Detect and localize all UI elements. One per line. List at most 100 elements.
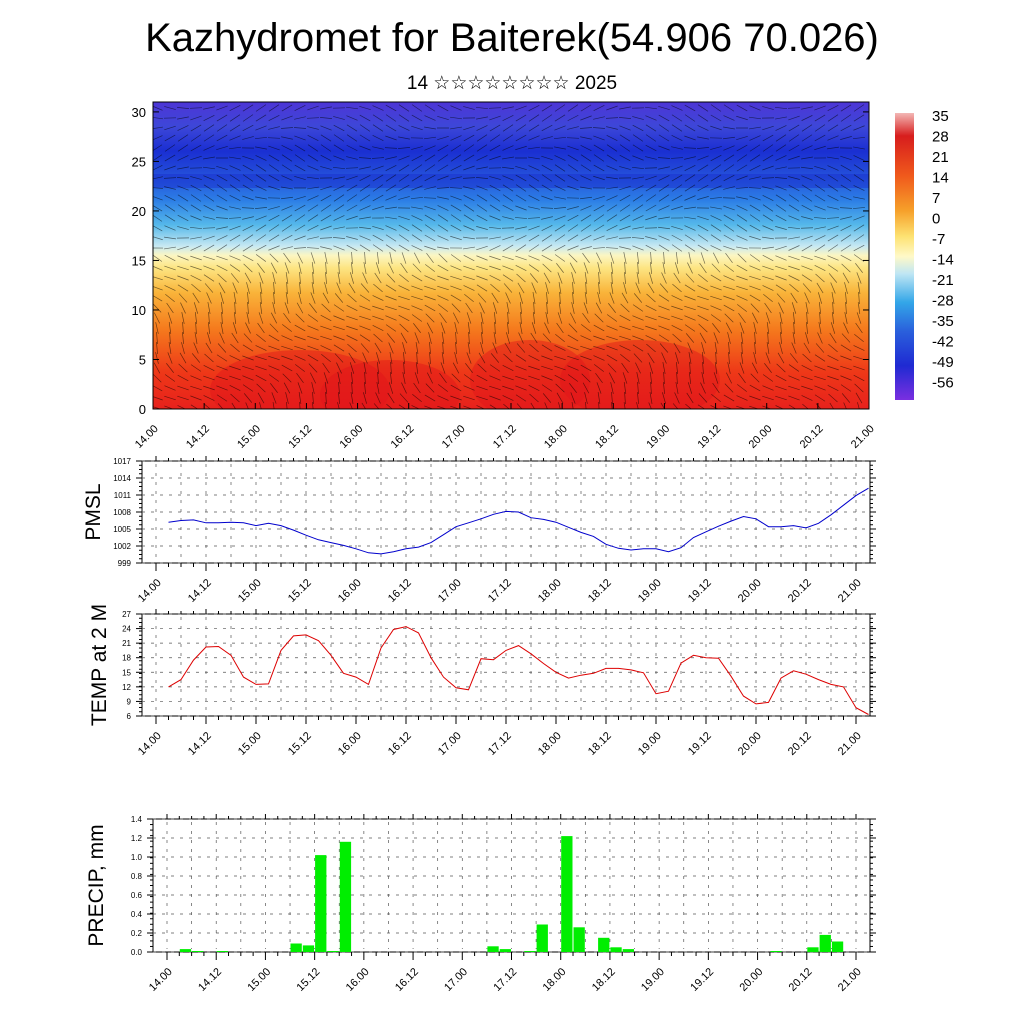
wind-barb	[307, 345, 319, 351]
wind-barb	[333, 325, 345, 331]
wind-barb	[153, 373, 162, 383]
wind-barb	[607, 363, 617, 373]
wind-barb	[428, 332, 432, 344]
wind-barb	[697, 164, 709, 172]
wind-barb	[791, 342, 797, 354]
wind-barb	[242, 124, 254, 132]
wind-barb	[528, 244, 540, 252]
wind-barb	[189, 107, 203, 109]
wind-barb	[582, 312, 590, 324]
wind-barb	[272, 302, 276, 314]
wind-barb	[177, 284, 189, 292]
wind-barb	[437, 154, 449, 162]
wind-barb	[632, 204, 644, 212]
wind-barb	[411, 285, 423, 291]
precip-bar	[290, 943, 302, 952]
wind-barb	[853, 215, 865, 221]
wind-barb	[557, 312, 563, 324]
wind-barb	[554, 254, 566, 262]
wind-barb	[281, 175, 293, 181]
wind-barb	[362, 272, 368, 284]
wind-barb	[167, 312, 173, 324]
wind-barb	[749, 116, 761, 120]
wind-barb	[181, 342, 185, 354]
wind-barb	[567, 206, 579, 210]
wind-barb	[306, 247, 320, 249]
wind-barb	[569, 383, 577, 393]
wind-barb	[153, 362, 161, 374]
wind-barb	[466, 312, 472, 324]
wind-barb	[736, 235, 748, 241]
wind-barb	[203, 194, 215, 202]
warm-core	[470, 340, 590, 409]
wind-barb	[788, 134, 800, 142]
wind-barb	[229, 135, 241, 141]
wind-barb	[815, 343, 825, 353]
wind-barb	[715, 351, 717, 365]
wind-barb	[286, 401, 288, 409]
wind-barb	[558, 282, 562, 294]
wind-barb	[259, 402, 262, 409]
wind-barb	[546, 301, 548, 315]
wind-barb	[376, 361, 380, 375]
wind-barb	[623, 282, 627, 294]
wind-barb	[257, 263, 265, 273]
wind-barb	[502, 156, 514, 160]
wind-barb	[567, 104, 579, 112]
wind-barb	[593, 224, 605, 232]
wind-barb	[325, 261, 327, 275]
wind-barb	[684, 104, 696, 112]
wind-barb	[658, 175, 670, 181]
wind-barb	[450, 285, 462, 291]
wind-barb	[177, 405, 186, 409]
wind-barb	[725, 372, 733, 384]
wind-barb	[749, 154, 761, 162]
wind-barb	[661, 352, 667, 364]
wind-barb	[697, 295, 709, 301]
wind-barb	[736, 295, 748, 301]
wind-barb	[294, 214, 306, 222]
wind-barb	[592, 127, 606, 129]
wind-barb	[168, 322, 172, 334]
wind-barb	[581, 373, 591, 383]
wind-barb	[814, 235, 826, 241]
wind-barb	[676, 371, 678, 385]
wind-barb	[688, 372, 692, 384]
wind-barb	[814, 264, 826, 272]
wind-barb	[506, 302, 510, 314]
wind-barb	[637, 391, 639, 405]
wind-barb	[203, 166, 215, 170]
wind-barb	[403, 351, 405, 365]
wind-barb	[762, 134, 774, 142]
wind-barb	[333, 204, 345, 212]
wind-barb	[844, 312, 848, 324]
wind-barb	[268, 145, 280, 151]
wind-barb	[788, 194, 800, 202]
wind-barb	[853, 345, 865, 351]
wind-barb	[255, 224, 267, 232]
wind-barb	[489, 204, 501, 212]
wind-barb	[736, 115, 748, 121]
wind-barb	[736, 246, 748, 250]
wind-barb	[774, 177, 788, 179]
wind-barb	[299, 401, 301, 409]
wind-barb	[658, 294, 670, 302]
wind-barb	[216, 174, 228, 182]
wind-barb	[567, 224, 579, 232]
wind-barb	[373, 403, 380, 409]
wind-barb	[412, 263, 422, 273]
x-tick-label: 15.12	[286, 423, 314, 451]
wind-barb	[164, 275, 176, 281]
wind-barb	[242, 114, 254, 122]
wind-barb	[775, 194, 787, 202]
wind-barb	[673, 272, 681, 284]
wind-barb	[177, 194, 189, 202]
wind-barb	[710, 114, 722, 122]
wind-barb	[541, 234, 553, 242]
wind-barb	[788, 265, 800, 271]
wind-barb	[515, 365, 527, 371]
wind-barb	[840, 216, 852, 220]
wind-barb	[828, 343, 838, 353]
wind-barb	[345, 167, 359, 169]
wind-barb	[516, 403, 523, 409]
